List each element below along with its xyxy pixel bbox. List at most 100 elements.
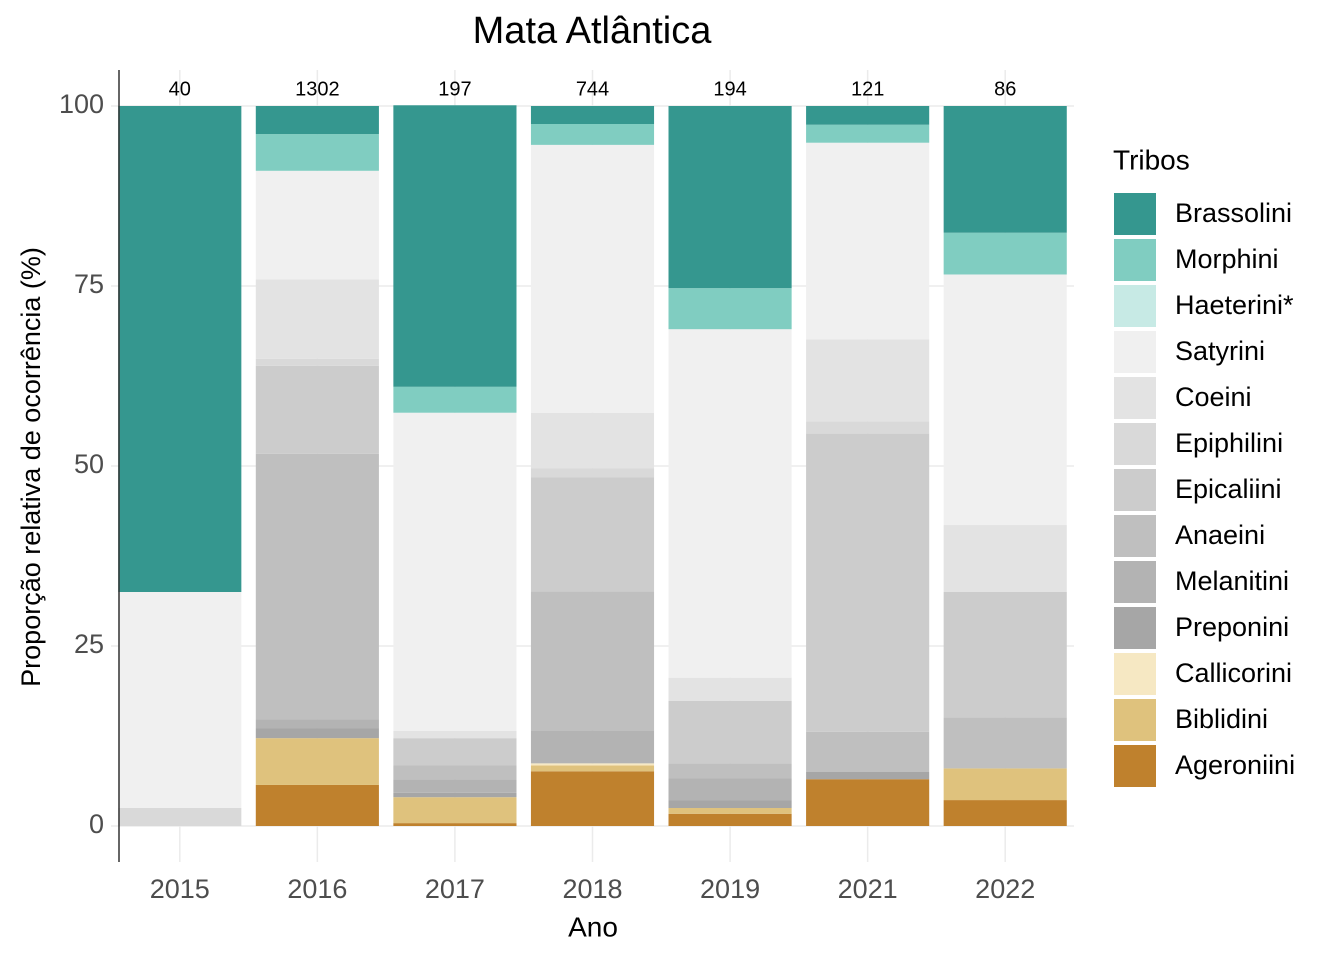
bar-segment [255, 170, 379, 280]
bar-segment [668, 808, 792, 814]
legend-label: Haeterini* [1175, 290, 1294, 320]
y-tick-label: 100 [59, 89, 104, 119]
bar-segment [530, 763, 655, 766]
y-tick-label: 75 [74, 269, 104, 299]
total-label: 40 [169, 78, 191, 100]
bar-segment [530, 765, 655, 772]
bar-segment [255, 106, 379, 135]
bar-segment [393, 792, 517, 798]
legend-label: Satyrini [1175, 336, 1265, 366]
bar-segment [530, 468, 655, 478]
total-label: 121 [851, 78, 884, 100]
bar-segment [943, 717, 1067, 769]
legend-label: Callicorini [1175, 658, 1292, 688]
legend-label: Brassolini [1175, 198, 1292, 228]
x-tick-label: 2019 [700, 874, 760, 904]
bar-segment [530, 124, 655, 145]
legend-key [1114, 515, 1156, 557]
bar-segment [530, 771, 655, 826]
x-tick-label: 2016 [287, 874, 347, 904]
bar-segment [393, 738, 517, 766]
bar-segment [255, 365, 379, 454]
x-tick-label: 2018 [562, 874, 622, 904]
bar-segment [118, 808, 242, 826]
x-tick-label: 2015 [150, 874, 210, 904]
bar-segment [118, 106, 242, 592]
bar-segment [530, 591, 655, 731]
total-label: 194 [713, 78, 746, 100]
legend-label: Melanitini [1175, 566, 1289, 596]
x-tick-label: 2021 [838, 874, 898, 904]
bar-segment [255, 784, 379, 826]
bar-segment [530, 412, 655, 469]
legend-key [1114, 607, 1156, 649]
bar-segment [393, 797, 517, 824]
bar-segment [393, 779, 517, 793]
bar-segment [668, 778, 792, 801]
total-label: 744 [576, 78, 609, 100]
bar-segment [255, 279, 379, 359]
bar-segment [255, 453, 379, 720]
legend-key [1114, 469, 1156, 511]
bar-segment [530, 144, 655, 413]
legend-key [1114, 377, 1156, 419]
legend-label: Morphini [1175, 244, 1279, 274]
legend-label: Epicaliini [1175, 474, 1282, 504]
bar-segment [393, 765, 517, 780]
bar-segment [806, 339, 930, 422]
y-tick-label: 0 [89, 809, 104, 839]
bar-segment [668, 700, 792, 764]
bar-segment [530, 106, 655, 124]
bar-segment [943, 525, 1067, 592]
legend-key [1114, 699, 1156, 741]
bar-segment [255, 134, 379, 171]
legend-key [1114, 239, 1156, 281]
bar-segment [393, 386, 517, 413]
bar-segment [806, 124, 930, 143]
bar-segment [668, 800, 792, 808]
total-label: 1302 [295, 78, 340, 100]
bar-segment [668, 677, 792, 701]
bar-segment [530, 477, 655, 592]
bar-segment [668, 288, 792, 330]
bar-segment [943, 274, 1067, 526]
y-axis-title: Proporção relativa de ocorrência (%) [16, 247, 46, 687]
legend-key [1114, 423, 1156, 465]
y-tick-label: 25 [74, 629, 104, 659]
chart-title: Mata Atlântica [473, 10, 713, 52]
legend-title: Tribos [1113, 144, 1190, 175]
bar-segment [943, 800, 1067, 826]
legend-key [1114, 285, 1156, 327]
bar-segment [806, 142, 930, 340]
legend-label: Biblidini [1175, 704, 1268, 734]
bar-segment [943, 232, 1067, 275]
bar-segment [393, 412, 517, 731]
total-label: 197 [438, 78, 471, 100]
bar-segment [943, 768, 1067, 801]
bar-segment [118, 592, 242, 808]
legend-label: Coeini [1175, 382, 1252, 412]
legend-label: Epiphilini [1175, 428, 1283, 458]
total-label: 86 [994, 78, 1016, 100]
legend-label: Preponini [1175, 612, 1289, 642]
legend-key [1114, 745, 1156, 787]
bar-segment [806, 772, 930, 780]
legend-key [1114, 653, 1156, 695]
legend-key [1114, 193, 1156, 235]
bar-segment [668, 813, 792, 826]
bar-segment [393, 823, 517, 826]
bar-segment [806, 106, 930, 125]
bar-segment [255, 719, 379, 729]
legend-key [1114, 331, 1156, 373]
bar-segment [255, 728, 379, 739]
bar-segment [943, 592, 1067, 718]
bar-segment [806, 421, 930, 434]
bar-segment [806, 779, 930, 826]
bar-segment [806, 731, 930, 772]
bar-segment [668, 763, 792, 779]
x-tick-label: 2022 [975, 874, 1035, 904]
legend-label: Anaeini [1175, 520, 1265, 550]
bar-segment [530, 730, 655, 764]
x-tick-label: 2017 [425, 874, 485, 904]
